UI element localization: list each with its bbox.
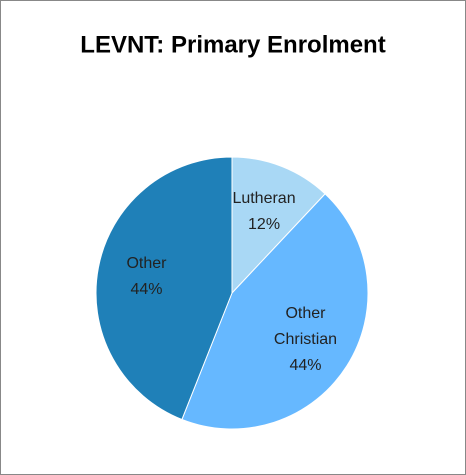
slice-category: Other Christian xyxy=(273,304,338,348)
pie-slice xyxy=(231,156,326,295)
chart-title: LEVNT: Primary Enrolment xyxy=(80,31,385,58)
slice-category: Other xyxy=(126,254,167,272)
slice-label: Lutheran 12% xyxy=(216,186,312,238)
slice-value: 44% xyxy=(289,356,322,374)
pie-slice xyxy=(181,193,369,430)
slice-category: Lutheran xyxy=(232,190,296,208)
slice-label: Other Christian 44% xyxy=(257,301,353,379)
slice-value: 44% xyxy=(130,280,163,298)
slice-label: Other 44% xyxy=(99,251,195,303)
slice-value: 12% xyxy=(248,216,281,234)
pie-slice xyxy=(95,156,233,421)
